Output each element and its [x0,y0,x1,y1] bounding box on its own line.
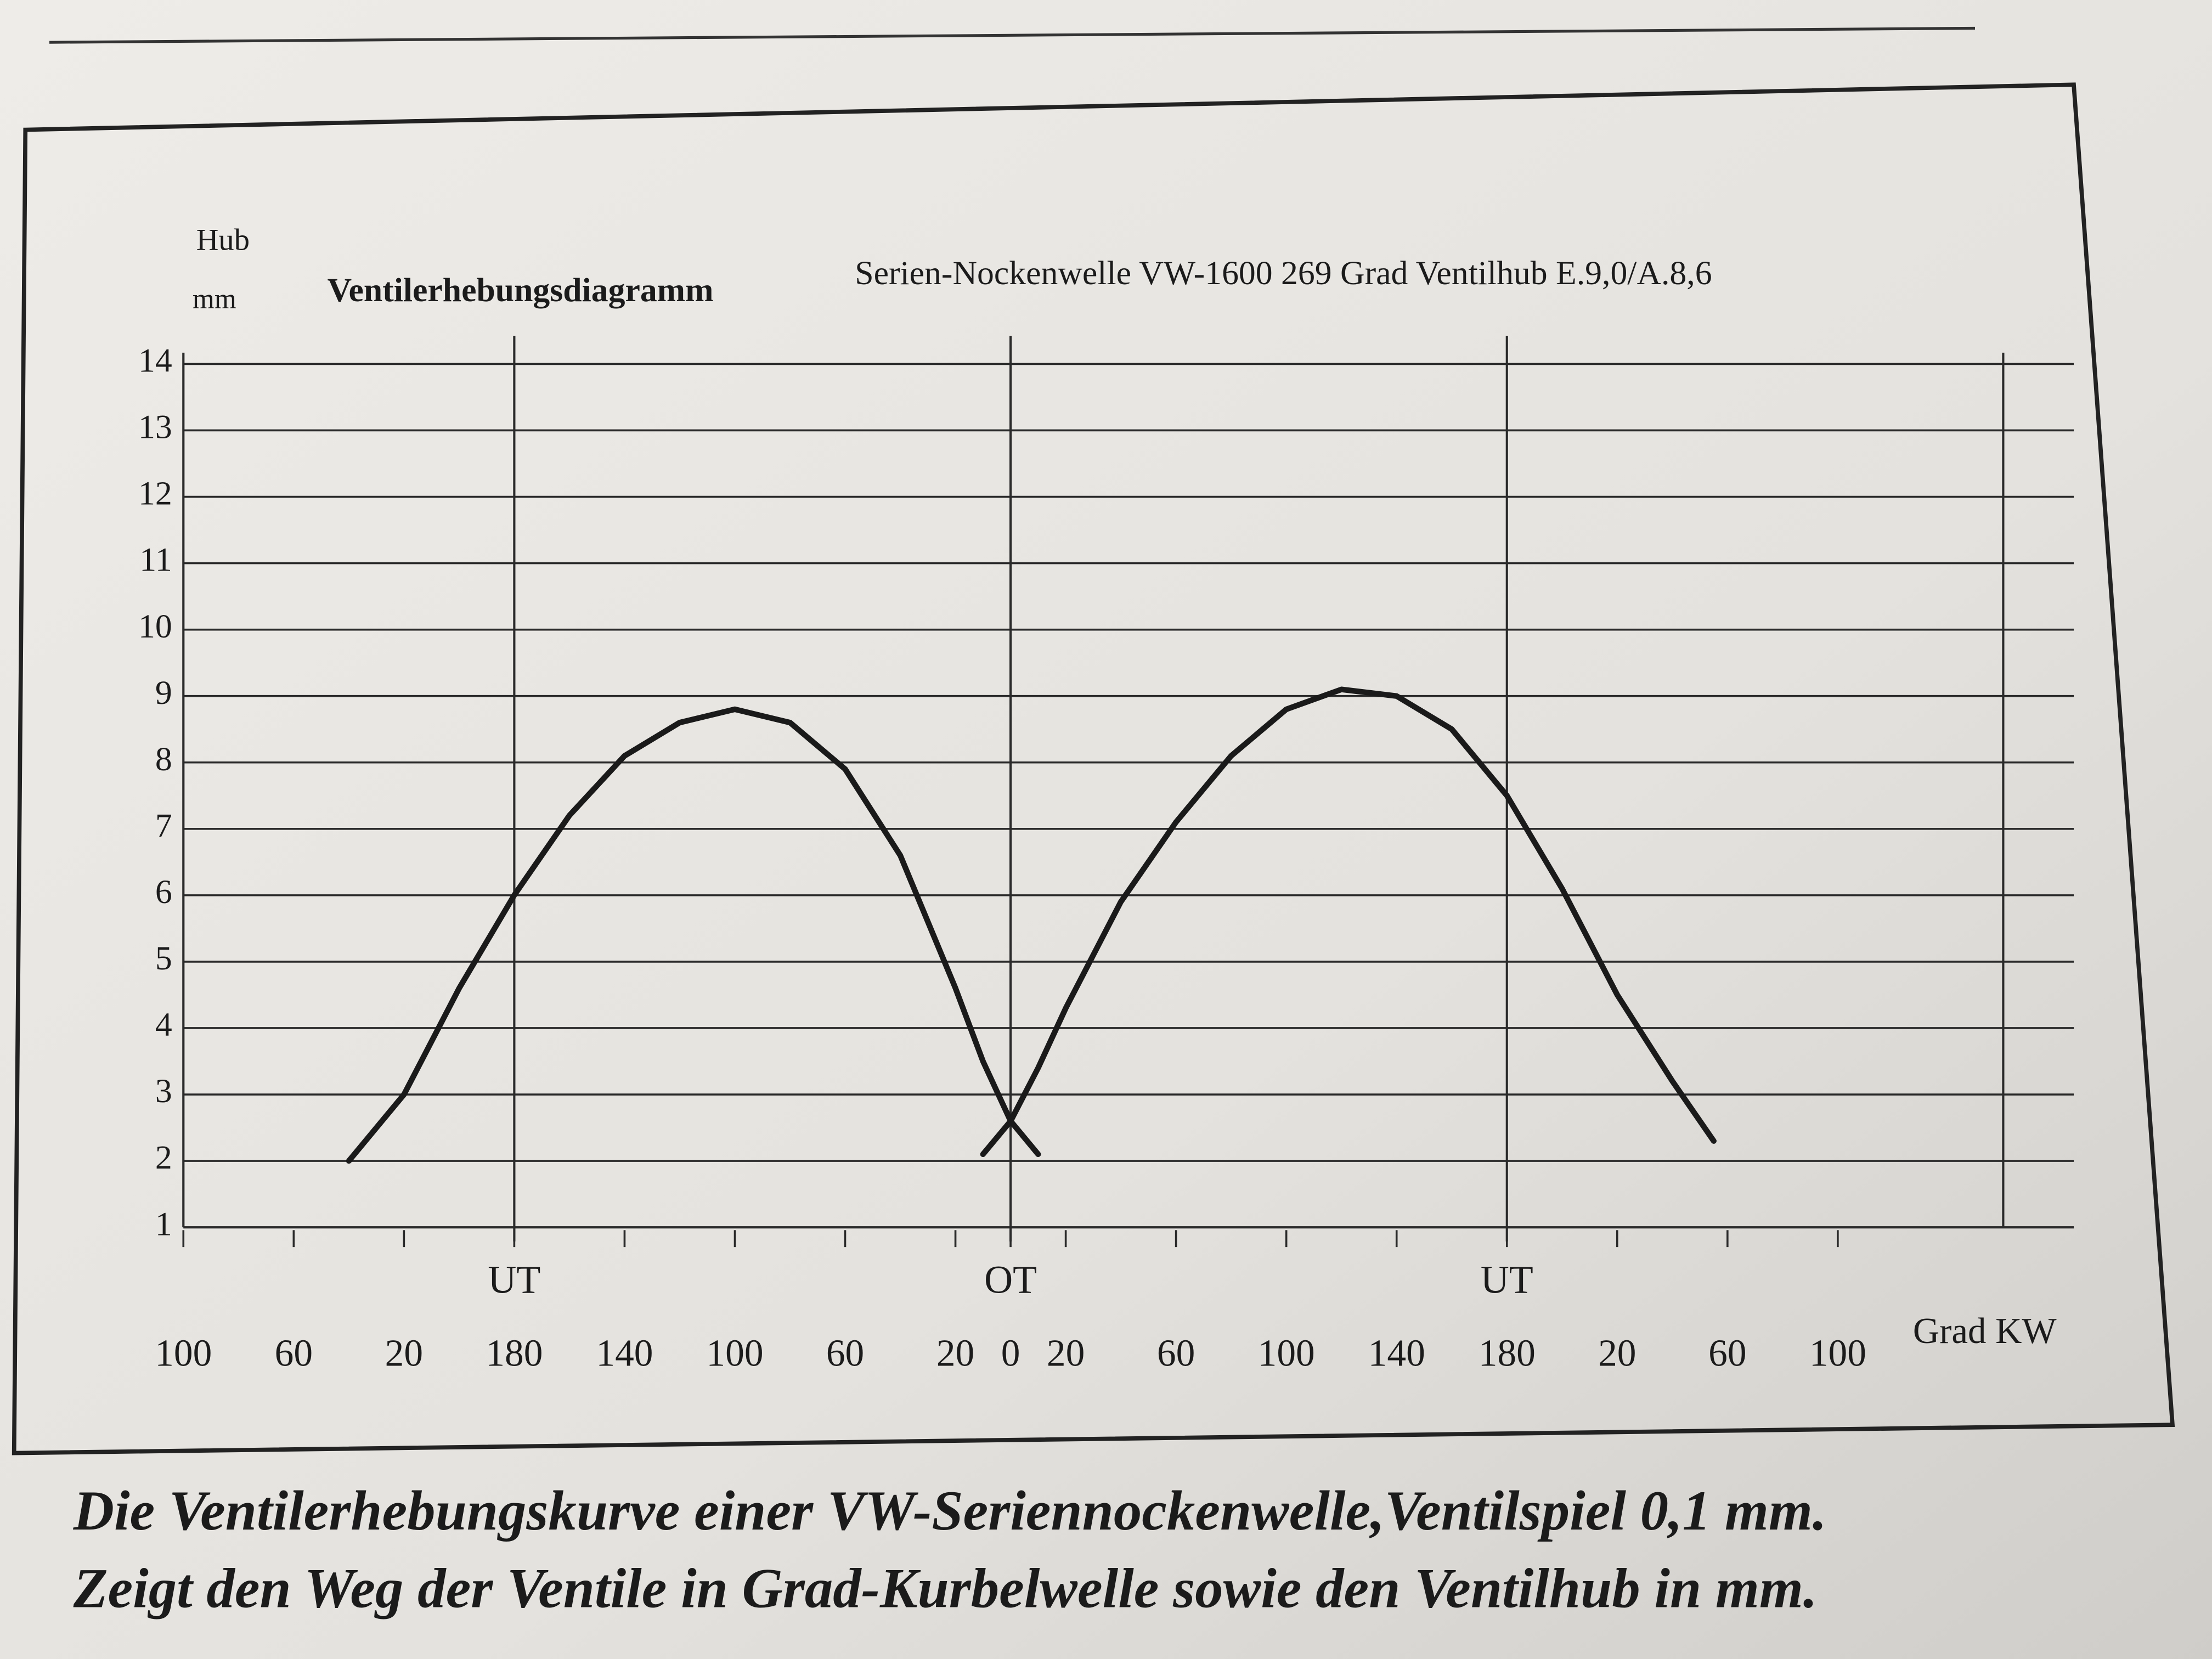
y-tick-label: 2 [155,1139,172,1176]
x-tick-label: 180 [486,1333,543,1375]
x-tick-label: 100 [706,1333,763,1375]
y-tick-label: 5 [155,940,172,977]
y-tick-label: 14 [138,342,172,380]
y-tick-label: 13 [138,409,172,446]
y-tick-label: 7 [155,807,172,844]
x-tick-label: 60 [275,1333,313,1375]
x-tick-label: 20 [1047,1333,1085,1375]
chart-subtitle: Serien-Nockenwelle VW-1600 269 Grad Vent… [855,255,1712,292]
y-axis-label: Hub [196,223,250,257]
x-tick-label: 100 [155,1333,212,1375]
y-tick-label: 12 [138,475,172,512]
figure-frame [12,82,2175,1455]
x-tick-label: 60 [1157,1333,1195,1375]
x-tick-label: 100 [1258,1333,1315,1375]
x-tick-label: 100 [1809,1333,1866,1375]
marker-label: OT [984,1258,1037,1302]
x-tick-label: 0 [1001,1333,1020,1375]
y-tick-label: 3 [155,1073,172,1110]
y-tick-label: 6 [155,873,172,911]
y-tick-label: 4 [155,1006,172,1043]
y-tick-label: 8 [155,741,172,778]
x-tick-label: 20 [385,1333,423,1375]
y-tick-label: 1 [155,1205,172,1243]
y-tick-label: 10 [138,608,172,645]
valve-lift-curve [980,686,1717,1158]
marker-label: UT [488,1258,540,1302]
x-axis-label: Grad KW [1913,1311,2057,1351]
x-tick-label: 20 [1598,1333,1636,1375]
x-tick-label: 20 [936,1333,974,1375]
caption: Die Ventilerhebungskurve einer VW-Serien… [73,1480,1827,1542]
x-tick-label: 60 [826,1333,864,1375]
x-tick-label: 140 [1368,1333,1425,1375]
x-tick-label: 140 [596,1333,653,1375]
y-axis-label: mm [193,284,236,315]
marker-label: UT [1481,1258,1533,1302]
caption: Zeigt den Weg der Ventile in Grad-Kurbel… [73,1557,1818,1620]
x-tick-label: 60 [1708,1333,1746,1375]
valve-lift-curve [346,706,1041,1164]
chart-title: Ventilerhebungsdiagramm [328,272,714,309]
y-tick-label: 11 [139,541,172,579]
x-tick-label: 180 [1479,1333,1536,1375]
y-tick-label: 9 [155,674,172,712]
page-rule [49,26,1976,44]
